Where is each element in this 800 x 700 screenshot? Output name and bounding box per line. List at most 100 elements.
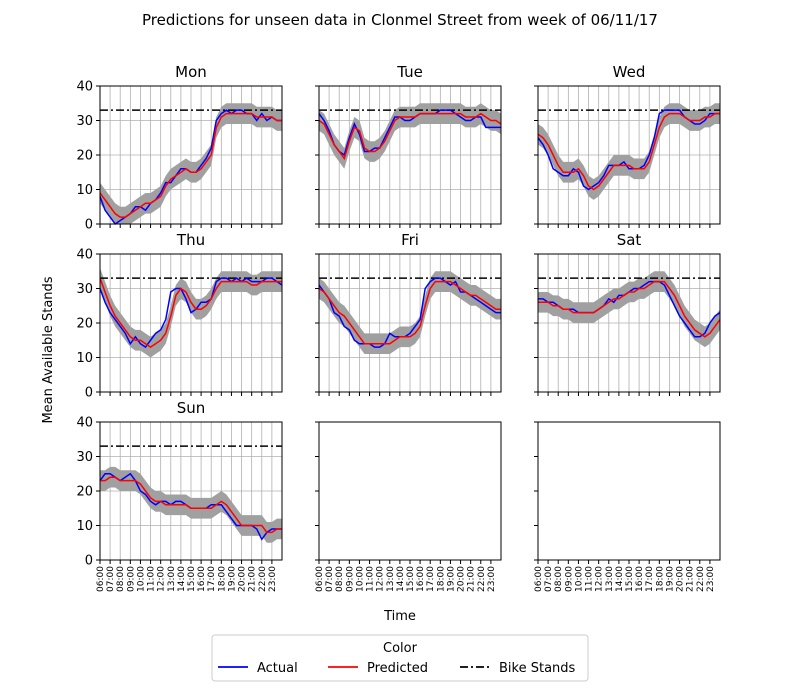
subplot-wed: Wed <box>534 63 721 228</box>
x-tick-label: 10:00 <box>136 566 146 592</box>
predicted-series-line <box>537 112 720 191</box>
actual-series-line <box>99 277 283 349</box>
subplot-frame <box>318 421 502 561</box>
y-tick-label: 20 <box>76 149 93 164</box>
y-tick-label: 40 <box>76 80 93 95</box>
prediction-band <box>319 271 501 355</box>
predicted-series-line <box>318 112 502 161</box>
y-tick-label: 0 <box>85 386 93 401</box>
x-tick-label: 08:00 <box>335 566 345 592</box>
x-tick-label: 13:00 <box>605 566 615 592</box>
x-tick-label: 23:00 <box>268 566 278 592</box>
x-tick-label: 13:00 <box>167 566 177 592</box>
x-axis-label: Time <box>383 609 416 624</box>
x-tick-label: 21:00 <box>467 566 477 592</box>
x-tick-label: 12:00 <box>157 566 167 592</box>
x-tick-label: 11:00 <box>147 566 157 592</box>
legend-label: Actual <box>257 661 298 676</box>
x-tick-label: 09:00 <box>564 566 574 592</box>
predicted-series-line <box>318 280 501 345</box>
subplot-title: Tue <box>396 63 423 81</box>
subplot-empty-8: 06:00 07:00 08:00 09:00 10:00 11:00 12:00 13:00… <box>534 421 721 592</box>
prediction-band <box>538 271 720 348</box>
y-tick-label: 20 <box>76 317 93 332</box>
x-tick-label: 09:00 <box>126 566 136 592</box>
x-tick-label: 20:00 <box>238 566 248 592</box>
x-tick-label: 07:00 <box>106 566 116 592</box>
x-tick-label: 22:00 <box>258 566 268 592</box>
x-tick-label: 22:00 <box>477 566 487 592</box>
x-tick-label: 15:00 <box>187 566 197 592</box>
actual-series-line <box>318 109 501 157</box>
subplot-mon: 0 10 20 30 40 Mon <box>76 63 283 233</box>
y-tick-label: 20 <box>76 485 93 500</box>
subplot-frame <box>537 421 721 561</box>
subplot-empty-7: 06:00 07:00 08:00 09:00 10:00 11:00 12:00 13:00… <box>315 421 502 592</box>
x-tick-label: 18:00 <box>217 566 227 592</box>
subplot-title: Thu <box>176 231 205 249</box>
legend-box <box>211 634 589 682</box>
x-tick-label: 16:00 <box>635 566 645 592</box>
x-tick-label: 08:00 <box>554 566 564 592</box>
y-tick-label: 10 <box>76 351 93 366</box>
y-tick-label: 10 <box>76 183 93 198</box>
x-tick-label: 14:00 <box>396 566 406 592</box>
subplot-thu: 0 10 20 30 40 Thu <box>76 231 283 401</box>
x-tick-label: 12:00 <box>595 566 605 592</box>
subplot-title: Wed <box>613 63 646 81</box>
x-tick-label: 07:00 <box>544 566 554 592</box>
subplot-fri: Fri <box>315 231 502 396</box>
x-tick-label: 16:00 <box>197 566 207 592</box>
subplot-title: Mon <box>175 63 207 81</box>
x-tick-label: 10:00 <box>574 566 584 592</box>
legend-label: Predicted <box>367 661 428 676</box>
x-tick-label: 08:00 <box>116 566 126 592</box>
legend-label: Bike Stands <box>499 661 576 676</box>
x-tick-label: 18:00 <box>436 566 446 592</box>
subplot-tue: Tue <box>315 63 502 228</box>
y-tick-label: 0 <box>85 554 93 569</box>
x-tick-label: 06:00 <box>534 566 544 592</box>
chart-title: Predictions for unseen data in Clonmel S… <box>142 11 658 29</box>
x-tick-label: 17:00 <box>426 566 436 592</box>
x-tick-label: 14:00 <box>615 566 625 592</box>
subplot-title: Fri <box>401 231 419 249</box>
x-tick-label: 22:00 <box>696 566 706 592</box>
predicted-series-line <box>100 476 282 534</box>
x-tick-label: 17:00 <box>207 566 217 592</box>
x-tick-label: 17:00 <box>645 566 655 592</box>
x-tick-label: 11:00 <box>585 566 595 592</box>
y-tick-label: 30 <box>76 114 93 129</box>
x-tick-label: 15:00 <box>406 566 416 592</box>
x-tick-label: 07:00 <box>325 566 335 592</box>
predicted-series-line <box>99 112 282 218</box>
x-tick-label: 20:00 <box>676 566 686 592</box>
prediction-band <box>319 103 501 169</box>
x-tick-label: 13:00 <box>386 566 396 592</box>
x-tick-label: 23:00 <box>706 566 716 592</box>
y-tick-label: 30 <box>76 450 93 465</box>
x-tick-label: 18:00 <box>655 566 665 592</box>
x-tick-label: 09:00 <box>345 566 355 592</box>
x-tick-label: 06:00 <box>315 566 325 592</box>
subplot-grid: 0 10 20 30 40 Mon Tue Wed 0 10 20 30 40 Thu Fri Sat 0 10 2… <box>76 63 721 592</box>
x-tick-label: 21:00 <box>248 566 258 592</box>
subplot-title: Sun <box>177 399 206 417</box>
predicted-series-line <box>99 277 282 349</box>
x-tick-label: 19:00 <box>227 566 237 592</box>
prediction-band <box>100 466 282 543</box>
legend-title: Color <box>383 641 418 656</box>
x-tick-label: 06:00 <box>96 566 106 592</box>
y-tick-label: 30 <box>76 282 93 297</box>
x-tick-label: 11:00 <box>366 566 376 592</box>
y-tick-label: 40 <box>76 416 93 431</box>
x-tick-label: 21:00 <box>686 566 696 592</box>
prediction-band <box>100 103 282 224</box>
x-tick-label: 10:00 <box>355 566 365 592</box>
x-tick-label: 20:00 <box>457 566 467 592</box>
subplot-title: Sat <box>617 231 642 249</box>
y-tick-label: 0 <box>85 218 93 233</box>
y-tick-label: 10 <box>76 519 93 534</box>
